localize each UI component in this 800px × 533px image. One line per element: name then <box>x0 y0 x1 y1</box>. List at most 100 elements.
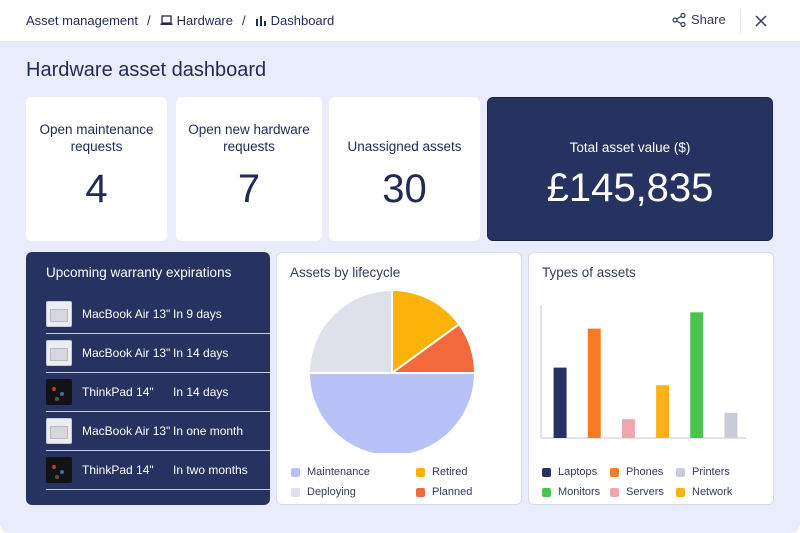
bar-chart-icon <box>255 16 266 26</box>
kpi-card-unassigned[interactable]: Unassigned assets 30 <box>329 97 480 241</box>
bar-monitors[interactable] <box>690 312 704 438</box>
lifecycle-chart-panel: Assets by lifecycle Maintenance Retired … <box>276 252 522 505</box>
breadcrumb-hardware[interactable]: Hardware <box>160 13 233 28</box>
legend-label: Servers <box>626 486 664 498</box>
legend-item-printers: Printers <box>676 466 730 478</box>
warranty-expiry: In 14 days <box>173 385 229 399</box>
legend-item-phones: Phones <box>610 466 663 478</box>
kpi-label-line: requests <box>70 139 123 154</box>
kpi-label: Unassigned assets <box>329 138 480 155</box>
legend-label: Printers <box>692 466 730 478</box>
kpi-label-line: Open new hardware <box>188 122 310 137</box>
breadcrumb-dashboard[interactable]: Dashboard <box>255 13 335 28</box>
legend-swatch <box>291 487 300 497</box>
bar-phones[interactable] <box>587 328 601 438</box>
warranty-expiry: In 9 days <box>173 307 222 321</box>
kpi-value: 7 <box>237 167 261 211</box>
breadcrumb-separator: / <box>147 13 151 28</box>
kpi-label-line: requests <box>223 139 275 154</box>
share-label: Share <box>691 12 726 27</box>
kpi-label: Open maintenance requests <box>26 121 167 155</box>
warranty-list-item[interactable]: ThinkPad 14" In 14 days <box>46 373 270 412</box>
warranty-list-item[interactable]: MacBook Air 13" In 14 days <box>46 334 270 373</box>
warranty-panel: Upcoming warranty expirations MacBook Ai… <box>26 252 270 505</box>
pie-slice-deploying[interactable] <box>307 288 393 374</box>
legend-label: Laptops <box>558 466 598 478</box>
legend-swatch <box>291 467 300 477</box>
asset-types-bar-chart <box>540 305 746 439</box>
breadcrumb: Asset management / Hardware / Dashboard <box>26 13 334 28</box>
legend-swatch <box>416 487 425 497</box>
breadcrumb-separator: / <box>242 13 246 28</box>
legend-label: Maintenance <box>307 466 370 478</box>
legend-swatch <box>676 487 685 497</box>
kpi-label: Open new hardware requests <box>176 121 322 155</box>
legend-item-laptops: Laptops <box>542 466 597 478</box>
toolbar-divider <box>740 9 741 33</box>
laptop-thumbnail <box>46 418 72 444</box>
share-button[interactable]: Share <box>672 12 726 27</box>
legend-item-maintenance: Maintenance <box>291 466 370 478</box>
warranty-list-item[interactable]: MacBook Air 13" In 9 days <box>46 295 270 334</box>
legend-item-network: Network <box>676 486 732 498</box>
warranty-list-item[interactable]: MacBook Air 13" In one month <box>46 412 270 451</box>
legend-label: Monitors <box>558 486 601 498</box>
kpi-card-open-maintenance[interactable]: Open maintenance requests 4 <box>26 97 167 241</box>
asset-types-chart-panel: Types of assets Laptops Phones Printers … <box>528 252 774 505</box>
kpi-value: 30 <box>382 167 427 211</box>
warranty-device-name: ThinkPad 14" <box>82 385 154 399</box>
kpi-label-line: Unassigned assets <box>347 139 462 154</box>
legend-label: Deploying <box>307 486 356 498</box>
legend-swatch <box>542 487 551 497</box>
close-icon[interactable] <box>752 12 770 30</box>
warranty-device-name: MacBook Air 13" <box>82 346 171 360</box>
warranty-expiry: In 14 days <box>173 346 229 360</box>
pie-slice-maintenance[interactable] <box>307 372 477 453</box>
laptop-thumbnail-dark <box>46 457 72 483</box>
kpi-value: £145,835 <box>546 166 714 210</box>
legend-item-deploying: Deploying <box>291 486 356 498</box>
warranty-expiry: In two months <box>173 463 248 477</box>
kpi-label-line: Total asset value ($) <box>569 140 691 155</box>
laptop-thumbnail <box>46 340 72 366</box>
legend-item-monitors: Monitors <box>542 486 600 498</box>
kpi-label: Total asset value ($) <box>488 139 772 156</box>
pie-slice-retired[interactable] <box>391 288 461 375</box>
breadcrumb-hardware-label: Hardware <box>176 13 233 28</box>
top-bar: Asset management / Hardware / Dashboard … <box>0 0 800 42</box>
legend-item-retired: Retired <box>416 466 467 478</box>
legend-label: Network <box>692 486 733 498</box>
legend-item-planned: Planned <box>416 486 472 498</box>
warranty-list-item[interactable]: ThinkPad 14" In two months <box>46 451 270 490</box>
kpi-value: 4 <box>85 167 108 211</box>
lifecycle-chart-title: Assets by lifecycle <box>290 265 401 280</box>
legend-swatch <box>676 467 685 477</box>
breadcrumb-dashboard-label: Dashboard <box>270 13 335 28</box>
legend-swatch <box>610 487 619 497</box>
warranty-device-name: ThinkPad 14" <box>82 463 154 477</box>
warranty-device-name: MacBook Air 13" <box>82 307 171 321</box>
legend-swatch <box>610 467 619 477</box>
legend-item-servers: Servers <box>610 486 664 498</box>
laptop-icon <box>160 15 173 25</box>
bar-network[interactable] <box>656 385 670 438</box>
legend-label: Phones <box>626 466 664 478</box>
warranty-panel-title: Upcoming warranty expirations <box>46 265 232 280</box>
warranty-device-name: MacBook Air 13" <box>82 424 171 438</box>
asset-types-chart-title: Types of assets <box>542 265 636 280</box>
kpi-card-total-value[interactable]: Total asset value ($) £145,835 <box>487 97 773 241</box>
legend-label: Retired <box>432 466 468 478</box>
bar-servers[interactable] <box>621 419 635 438</box>
bar-laptops[interactable] <box>553 367 567 438</box>
bar-printers[interactable] <box>724 412 738 438</box>
legend-label: Planned <box>432 486 473 498</box>
laptop-thumbnail-dark <box>46 379 72 405</box>
kpi-card-new-hardware[interactable]: Open new hardware requests 7 <box>176 97 322 241</box>
breadcrumb-asset-management[interactable]: Asset management <box>26 13 139 28</box>
share-icon <box>672 12 686 27</box>
warranty-expiry: In one month <box>173 424 244 438</box>
legend-swatch <box>542 467 551 477</box>
laptop-thumbnail <box>46 301 72 327</box>
kpi-label-line: Open maintenance <box>39 122 154 137</box>
